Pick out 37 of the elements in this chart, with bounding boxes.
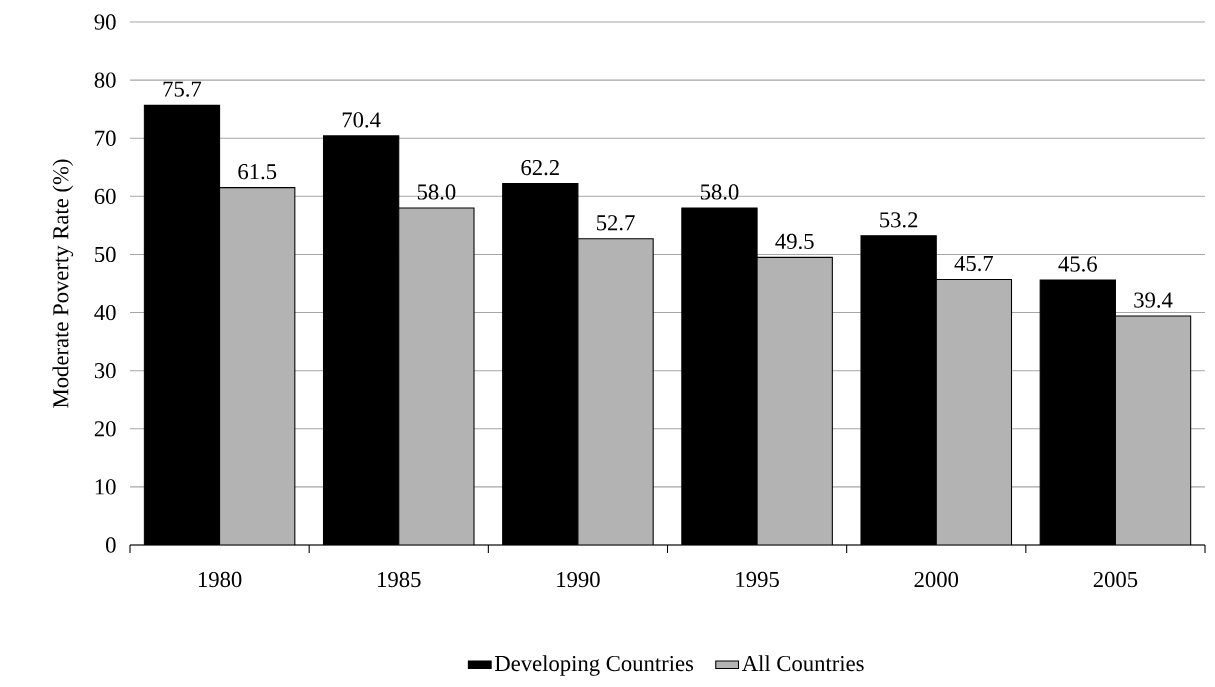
y-tick-label: 20	[94, 421, 116, 437]
data-label: 45.7	[954, 255, 994, 272]
bar	[398, 207, 474, 545]
legend-label: All Countries	[741, 655, 864, 672]
data-label: 62.2	[521, 159, 559, 176]
y-tick-label: 50	[95, 246, 116, 263]
y-tick-label: 90	[94, 14, 116, 30]
y-axis-title: Moderate Poverty Rate (%)	[52, 159, 74, 408]
y-tick-label: 30	[94, 363, 116, 379]
data-label: 70.4	[342, 112, 381, 128]
y-tick-label: 60	[94, 188, 116, 204]
data-label: 58.0	[700, 184, 739, 200]
bar	[219, 187, 295, 545]
bar	[936, 279, 1012, 545]
data-label: 39.4	[1134, 292, 1173, 308]
data-label: 53.2	[880, 212, 918, 228]
data-label: 58.0	[417, 184, 456, 200]
y-tick-label: 0	[106, 537, 116, 553]
legend-label: Developing Countries	[494, 655, 694, 676]
y-tick-label: 40	[94, 304, 116, 321]
x-tick-label: 2005	[1093, 571, 1138, 588]
data-label: 45.6	[1058, 256, 1097, 272]
bar	[1114, 315, 1192, 545]
y-tick-label: 80	[94, 72, 116, 88]
y-tick-label: 10	[95, 479, 116, 495]
data-label: 52.7	[597, 215, 635, 231]
data-label: 49.5	[775, 233, 814, 250]
y-tick-label: 70	[95, 130, 116, 146]
x-tick-label: 2000	[914, 571, 959, 588]
bar	[577, 238, 654, 545]
x-tick-label: 1985	[378, 571, 421, 588]
x-tick-label: 1980	[198, 571, 242, 588]
x-tick-label: 1995	[736, 571, 779, 588]
bar	[757, 257, 833, 545]
data-label: 61.5	[238, 164, 277, 180]
data-label: 75.7	[163, 81, 202, 97]
x-tick-label: 1990	[557, 571, 600, 588]
